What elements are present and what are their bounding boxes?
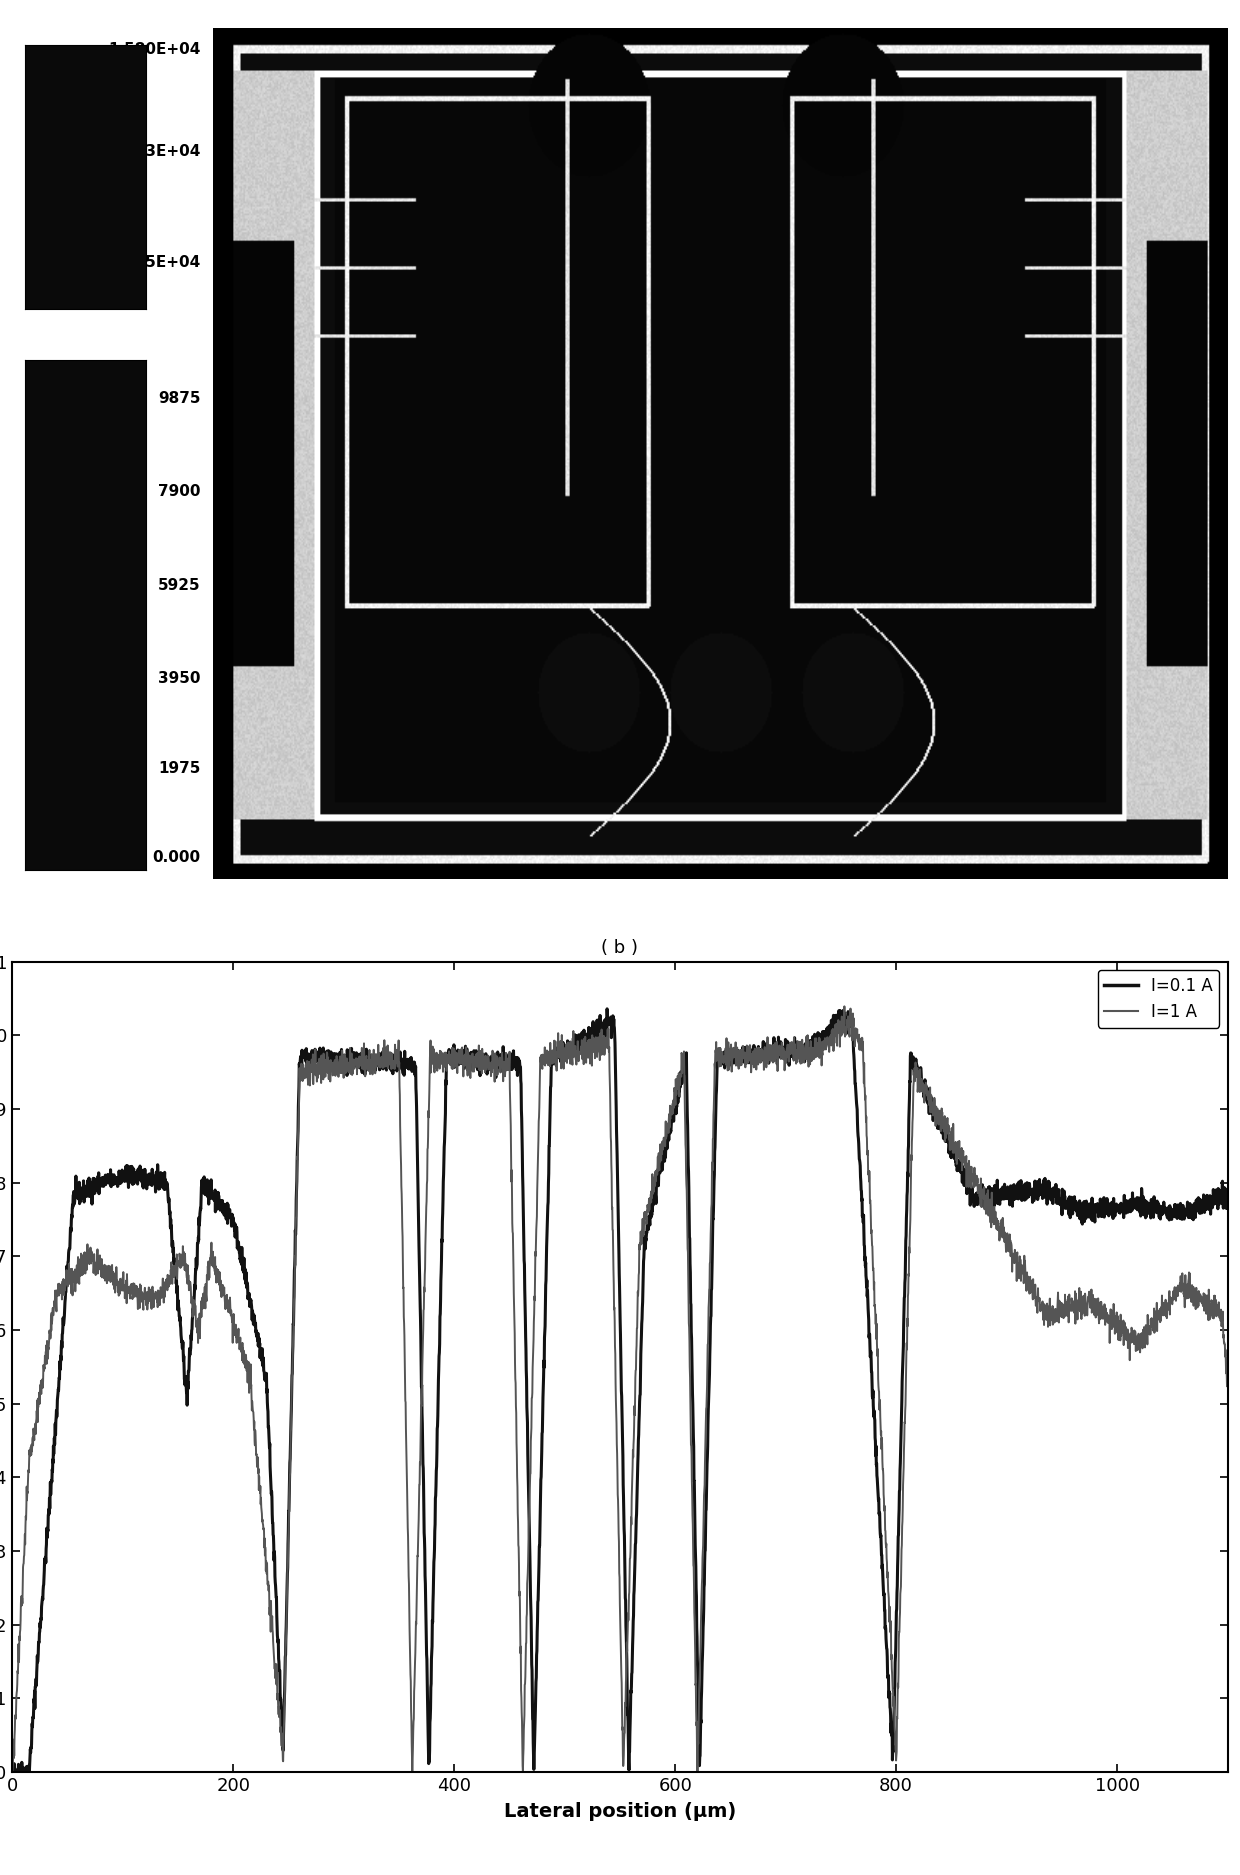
- I=1 A: [1122, 1329, 1137, 1352]
- I=1 A: [526, 1358, 541, 1380]
- Text: 5925: 5925: [159, 578, 201, 592]
- I=0.1 A: [516, 1194, 531, 1217]
- Text: 1.580E+04: 1.580E+04: [108, 41, 201, 56]
- I=0.1 A: [5, 1761, 20, 1783]
- I=0.1 A: [5, 1759, 20, 1781]
- Text: 3950: 3950: [159, 671, 201, 686]
- Text: 0.000: 0.000: [153, 849, 201, 864]
- I=0.1 A: [526, 1708, 541, 1731]
- I=0.1 A: [600, 998, 615, 1020]
- I=1 A: [888, 1738, 903, 1761]
- I=1 A: [837, 996, 852, 1018]
- I=0.1 A: [1183, 1206, 1198, 1228]
- I=1 A: [1183, 1279, 1198, 1301]
- I=0.1 A: [1123, 1194, 1138, 1217]
- Text: 1975: 1975: [159, 761, 201, 776]
- Text: 9875: 9875: [159, 390, 201, 405]
- I=0.1 A: [888, 1637, 903, 1659]
- Line: I=0.1 A: I=0.1 A: [12, 1009, 1228, 1772]
- Line: I=1 A: I=1 A: [12, 1007, 1228, 1772]
- I=1 A: [1220, 1363, 1235, 1386]
- Legend: I=0.1 A, I=1 A: I=0.1 A, I=1 A: [1097, 969, 1219, 1028]
- Text: 1.383E+04: 1.383E+04: [108, 144, 201, 159]
- Text: 1.185E+04: 1.185E+04: [109, 255, 201, 270]
- I=0.1 A: [1220, 1185, 1235, 1208]
- Text: 7900: 7900: [159, 484, 201, 499]
- I=1 A: [583, 1037, 598, 1059]
- Title: ( b ): ( b ): [601, 939, 639, 958]
- I=1 A: [5, 1761, 20, 1783]
- I=0.1 A: [583, 1026, 598, 1048]
- X-axis label: Lateral position (μm): Lateral position (μm): [503, 1802, 737, 1821]
- I=1 A: [516, 1761, 531, 1783]
